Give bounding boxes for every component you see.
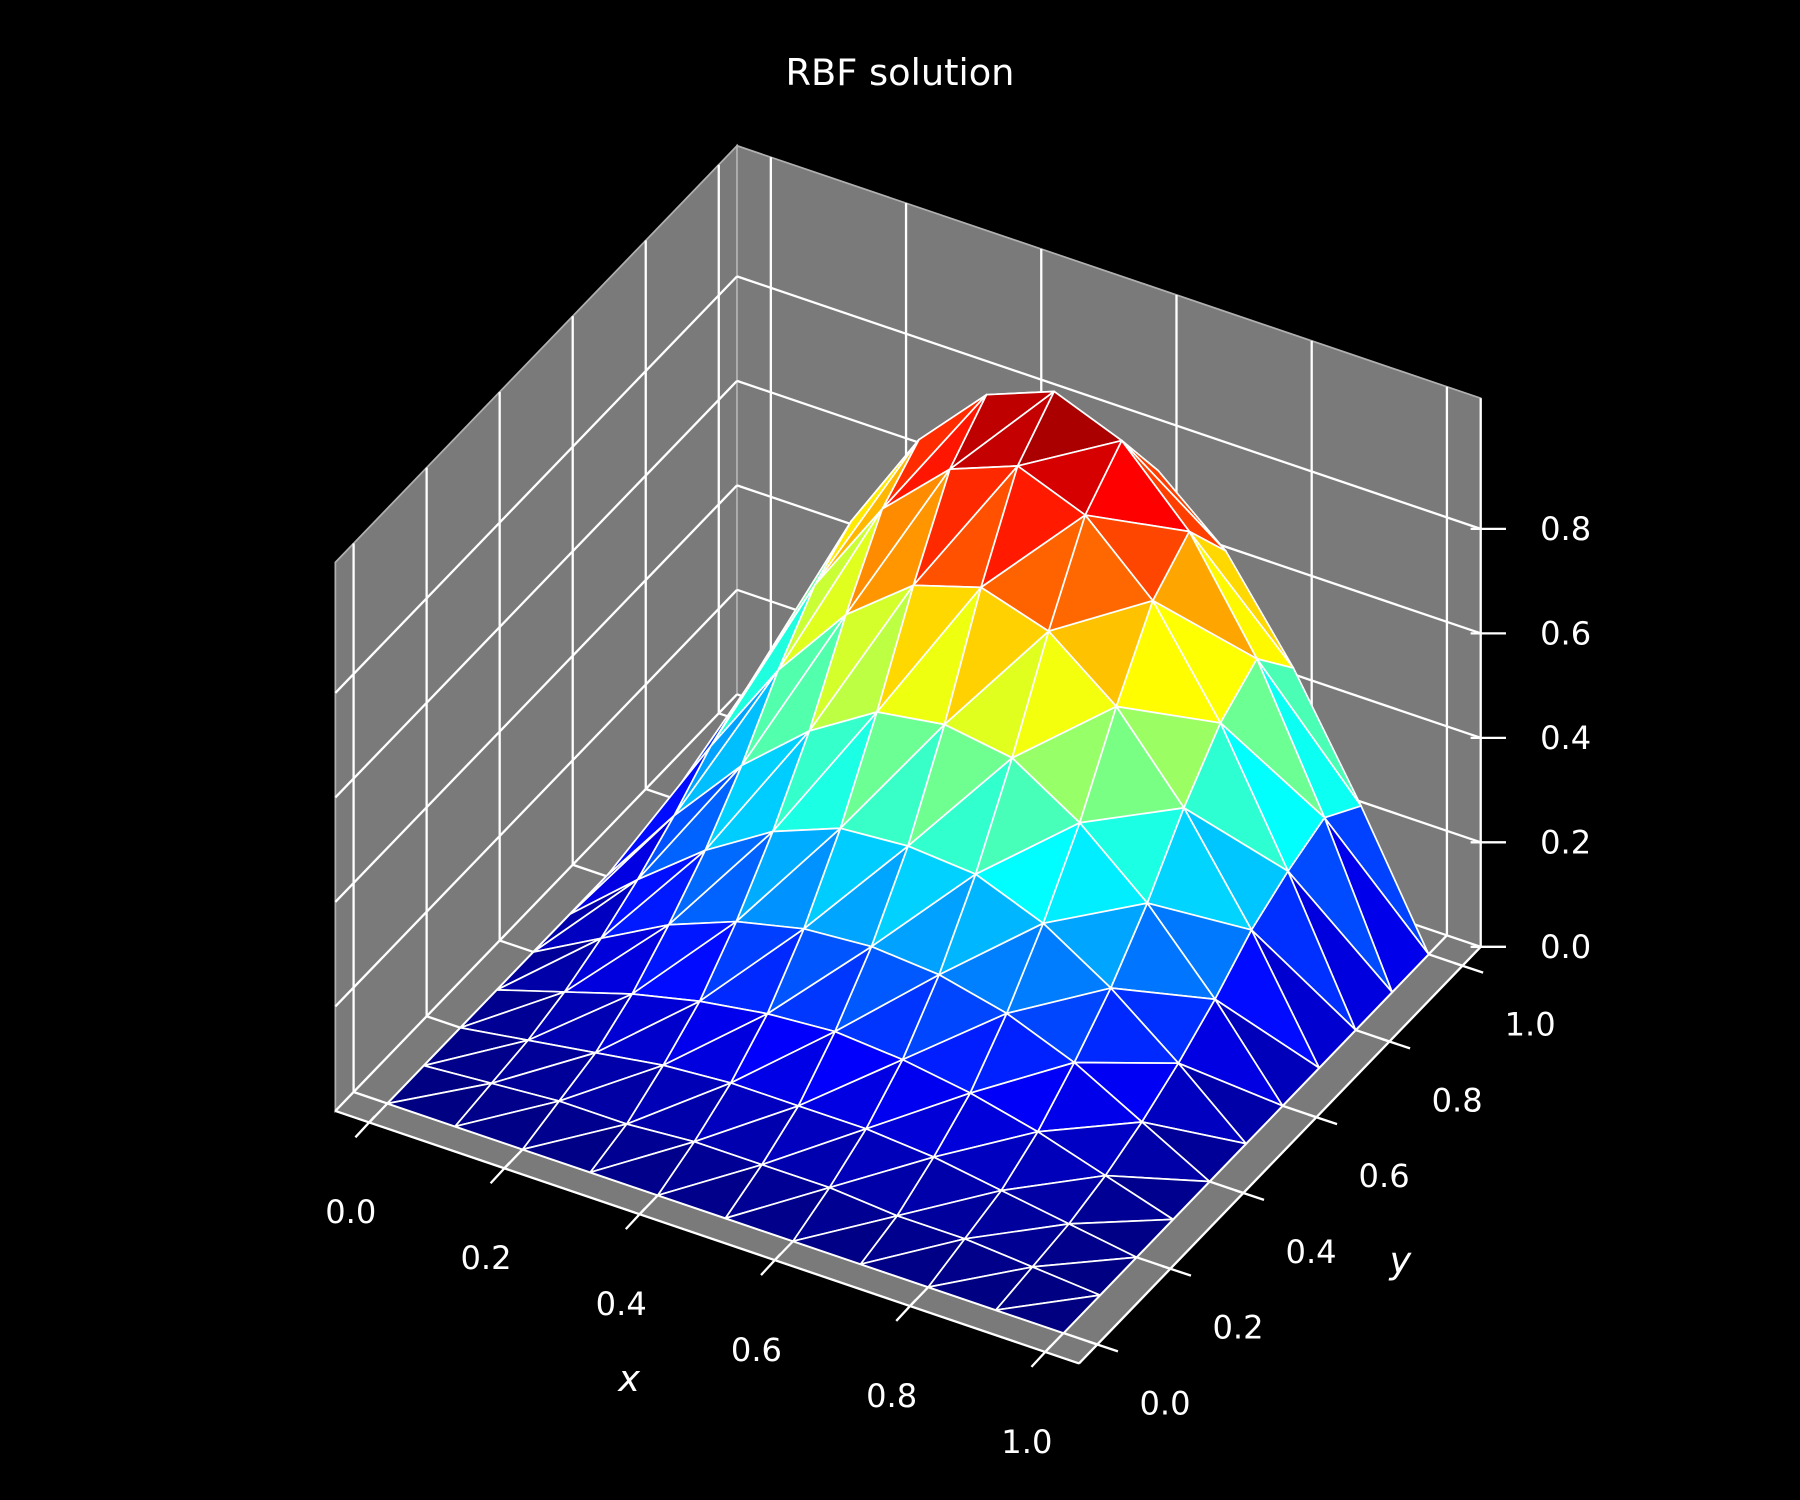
tick-mark: [760, 1253, 782, 1276]
tick-label: 1.0: [1001, 1423, 1052, 1461]
axis-line: [1078, 946, 1482, 1365]
tick-label: 0.2: [1540, 824, 1591, 862]
tick-label: 0.8: [1540, 510, 1591, 548]
tick-mark: [1234, 1189, 1265, 1201]
grid-line: [736, 275, 1482, 530]
tick-mark: [1161, 1264, 1192, 1277]
tick-mark: [1030, 1345, 1052, 1368]
tick-label: 0.6: [1359, 1157, 1410, 1195]
tick-label: 0.6: [1540, 615, 1591, 653]
y-axis-label: y: [1389, 1239, 1413, 1282]
tick-mark: [1380, 1037, 1411, 1050]
grid-line: [334, 380, 738, 799]
surface-facet: [994, 1294, 1101, 1334]
tick-label: 0.4: [1286, 1233, 1337, 1271]
tick-mark: [624, 1207, 646, 1230]
grid-line: [334, 484, 738, 903]
grid-line: [334, 693, 738, 1112]
tick-label: 0.2: [460, 1239, 511, 1277]
x-axis-label: x: [617, 1357, 641, 1400]
tick-label: 0.0: [1540, 928, 1591, 966]
tick-label: 0.0: [325, 1193, 376, 1231]
tick-mark: [895, 1299, 917, 1322]
tick-label: 0.0: [1139, 1384, 1190, 1422]
axis-line: [334, 1109, 1080, 1365]
grid-line: [334, 589, 738, 1008]
tick-mark: [1088, 1340, 1119, 1353]
tick-label: 0.8: [866, 1377, 917, 1415]
tick-label: 1.0: [1505, 1006, 1556, 1044]
tick-mark: [1307, 1113, 1338, 1126]
tick-label: 0.2: [1212, 1309, 1263, 1347]
tick-mark: [1453, 961, 1484, 974]
grid-line: [334, 275, 738, 694]
tick-label: 0.4: [1540, 719, 1591, 757]
tick-label: 0.8: [1432, 1081, 1483, 1119]
tick-label: 0.6: [731, 1331, 782, 1369]
chart-title: RBF solution: [786, 51, 1015, 94]
tick-mark: [489, 1161, 511, 1185]
tick-mark: [354, 1115, 376, 1139]
tick-label: 0.4: [596, 1285, 647, 1323]
